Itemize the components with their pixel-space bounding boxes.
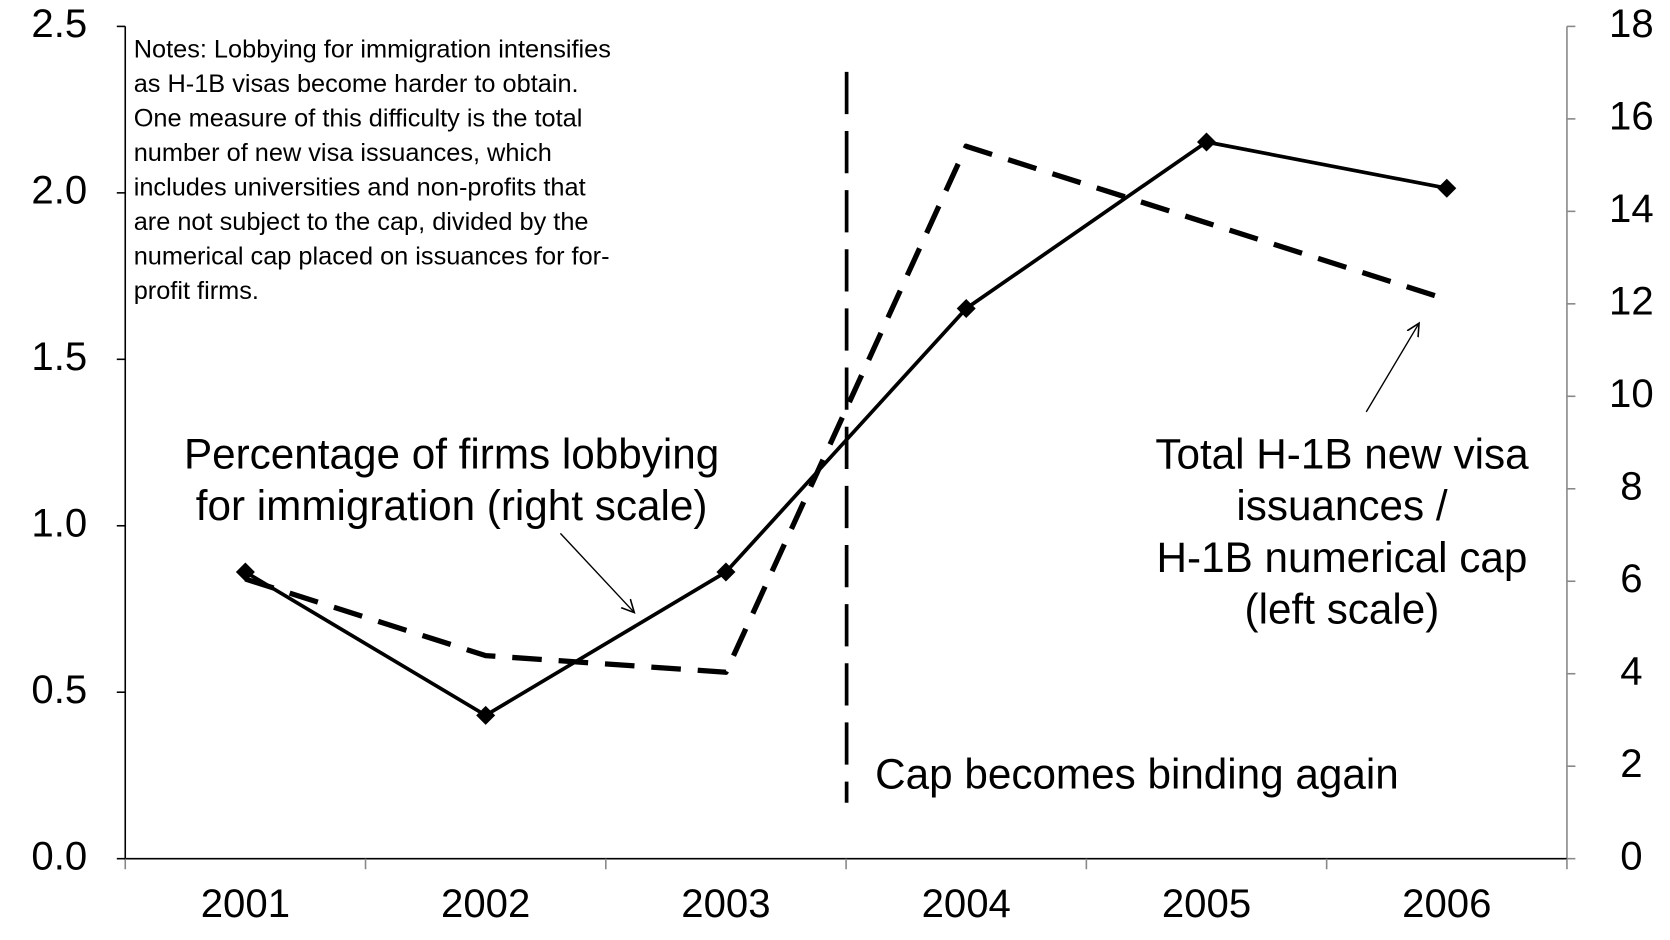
series-label: for immigration (right scale) <box>196 482 708 529</box>
x-tick-label: 2001 <box>201 881 290 926</box>
y2-tick-label: 8 <box>1620 463 1642 508</box>
series-label: Percentage of firms lobbying <box>184 430 719 477</box>
y-tick-label: 0.5 <box>31 667 87 712</box>
marker <box>1197 132 1217 152</box>
notes: profit firms. <box>134 277 259 305</box>
marker <box>716 562 736 582</box>
y2-tick-label: 10 <box>1609 371 1654 416</box>
notes: are not subject to the cap, divided by t… <box>134 208 589 236</box>
y2-tick-label: 14 <box>1609 186 1654 231</box>
notes: number of new visa issuances, which <box>134 139 552 167</box>
notes: includes universities and non-profits th… <box>134 174 586 202</box>
y-tick-label: 2.0 <box>31 167 87 212</box>
y-tick-label: 1.5 <box>31 334 87 379</box>
y2-tick-label: 16 <box>1609 93 1654 138</box>
y2-tick-label: 0 <box>1620 833 1642 878</box>
notes: One measure of this difficulty is the to… <box>134 104 583 132</box>
marker <box>235 562 255 582</box>
x-tick-label: 2006 <box>1402 881 1491 926</box>
x-tick-label: 2004 <box>922 881 1011 926</box>
notes: as H-1B visas become harder to obtain. <box>134 70 579 98</box>
series-label: H-1B numerical cap <box>1157 534 1528 581</box>
series-label: (left scale) <box>1245 586 1440 633</box>
y-tick-label: 1.0 <box>31 500 87 545</box>
series-line <box>244 140 1448 718</box>
y2-tick-label: 18 <box>1609 1 1654 46</box>
notes: Notes: Lobbying for immigration intensif… <box>134 35 611 63</box>
y2-tick-label: 12 <box>1609 278 1654 323</box>
series-label: issuances / <box>1236 482 1448 529</box>
y2-tick-label: 2 <box>1620 741 1642 786</box>
arrow <box>559 532 634 612</box>
x-tick-label: 2003 <box>681 881 770 926</box>
cap-label: Cap becomes binding again <box>875 751 1399 798</box>
y2-tick-label: 4 <box>1620 648 1642 693</box>
y-tick-label: 2.5 <box>31 1 87 46</box>
series-label: Total H-1B new visa <box>1155 430 1529 477</box>
series-line <box>244 143 1448 675</box>
y-tick-label: 0.0 <box>31 833 87 878</box>
marker <box>476 705 496 725</box>
marker <box>1437 178 1457 198</box>
arrow <box>1365 323 1419 413</box>
notes: numerical cap placed on issuances for fo… <box>134 243 610 271</box>
y2-tick-label: 6 <box>1620 556 1642 601</box>
marker <box>956 298 976 318</box>
x-tick-label: 2002 <box>441 881 530 926</box>
x-tick-label: 2005 <box>1162 881 1251 926</box>
